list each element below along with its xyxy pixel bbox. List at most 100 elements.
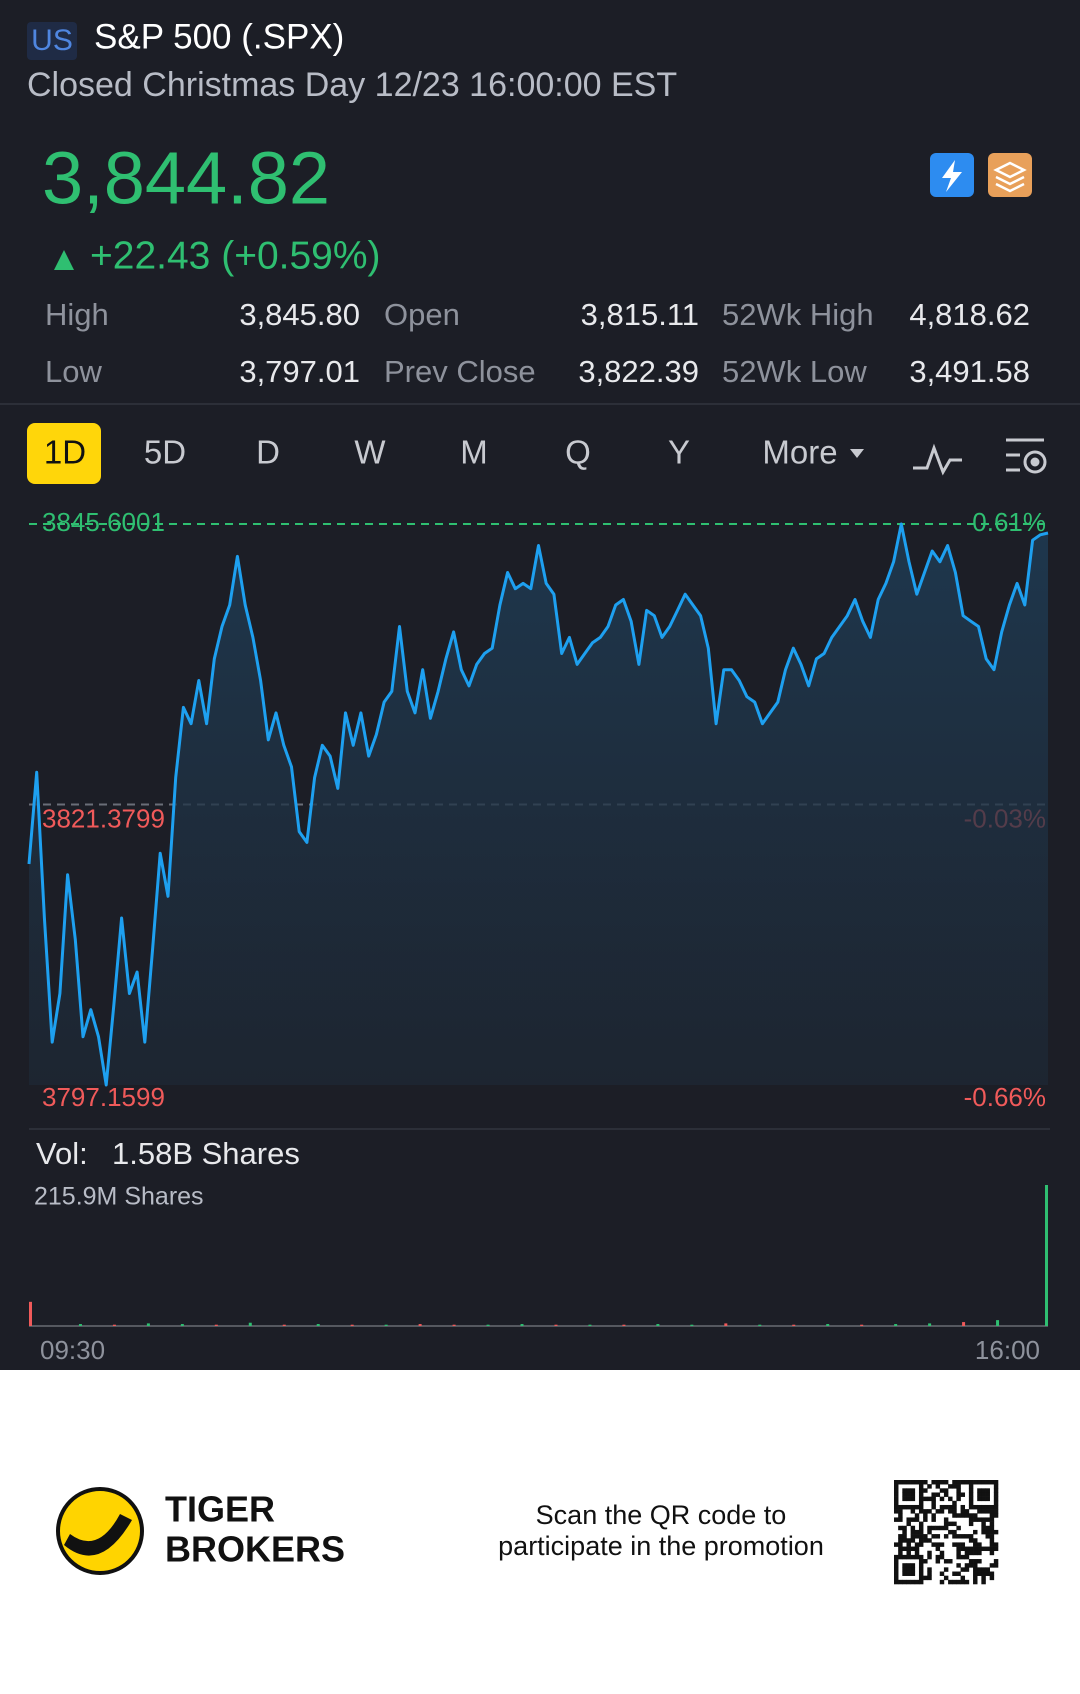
volume-bar xyxy=(656,1324,660,1326)
qr-cell xyxy=(931,1542,936,1547)
qr-cell xyxy=(973,1550,978,1556)
qr-cell xyxy=(923,1534,928,1539)
qr-cell xyxy=(977,1492,982,1497)
qr-cell xyxy=(894,1480,899,1485)
qr-cell xyxy=(894,1484,899,1489)
tab[interactable]: D xyxy=(256,434,280,471)
volume-bar xyxy=(248,1322,252,1326)
qr-cell xyxy=(968,1546,974,1552)
qr-cell xyxy=(910,1567,916,1572)
qr-cell xyxy=(939,1509,945,1514)
stat-value: 3,815.11 xyxy=(581,297,699,332)
tab[interactable]: 1D xyxy=(44,434,86,471)
icon-indicator[interactable] xyxy=(913,443,962,476)
qr-cell xyxy=(993,1509,999,1514)
qr-cell xyxy=(956,1554,961,1560)
qr-cell xyxy=(902,1571,907,1576)
qr-cell xyxy=(910,1534,916,1539)
qr-cell xyxy=(989,1571,995,1576)
qr-cell xyxy=(894,1567,899,1572)
qr-cell xyxy=(935,1554,941,1560)
qr-cell xyxy=(981,1529,986,1535)
qr-cell xyxy=(918,1559,924,1564)
qr-cell xyxy=(989,1504,995,1510)
qr-cell xyxy=(906,1496,911,1502)
qr-cell xyxy=(914,1517,920,1522)
promo: participate in the promotion xyxy=(498,1531,824,1561)
qr-cell xyxy=(894,1579,899,1585)
qr-cell xyxy=(935,1546,941,1552)
tab[interactable]: More xyxy=(762,434,837,471)
tab[interactable]: 5D xyxy=(144,434,186,471)
qr-cell xyxy=(918,1534,924,1539)
qr-cell xyxy=(918,1504,924,1510)
qr-cell xyxy=(910,1546,916,1552)
qr-cell xyxy=(968,1521,974,1527)
qr-cell xyxy=(948,1521,953,1527)
volume-bar xyxy=(962,1322,966,1326)
qr-cell xyxy=(894,1492,899,1497)
qr-cell xyxy=(968,1559,974,1564)
qr-cell xyxy=(973,1480,978,1485)
tab[interactable]: M xyxy=(460,434,488,471)
qr-cell xyxy=(914,1529,920,1535)
qr-cell xyxy=(981,1504,986,1510)
footer-background xyxy=(0,1370,1080,1694)
qr-cell xyxy=(968,1504,974,1510)
qr-cell xyxy=(910,1525,916,1531)
qr-code[interactable] xyxy=(894,1480,999,1585)
icon-settings[interactable] xyxy=(1006,438,1047,474)
qr-cell xyxy=(989,1575,995,1581)
qr-cell xyxy=(948,1529,953,1535)
tab[interactable]: W xyxy=(354,434,386,471)
qr-cell xyxy=(939,1579,945,1585)
qr-cell xyxy=(989,1521,995,1527)
qr-cell xyxy=(910,1563,916,1568)
qr-cell xyxy=(985,1488,990,1493)
qr-cell xyxy=(906,1521,911,1527)
volume-bar xyxy=(894,1324,898,1326)
qr-cell xyxy=(968,1550,974,1556)
qr-cell xyxy=(964,1579,970,1585)
qr-cell xyxy=(993,1542,999,1547)
qr-cell xyxy=(902,1496,907,1502)
qr-cell xyxy=(981,1496,986,1502)
stat-label: High xyxy=(45,297,109,332)
qr-cell xyxy=(968,1534,974,1539)
qr-cell xyxy=(960,1542,966,1547)
qr-cell xyxy=(985,1567,990,1572)
qr-cell xyxy=(918,1525,924,1531)
qr-cell xyxy=(989,1538,995,1543)
qr-cell xyxy=(952,1529,957,1535)
qr-cell xyxy=(977,1517,982,1522)
up-arrow xyxy=(54,250,74,270)
qr-cell xyxy=(927,1509,932,1514)
qr-cell xyxy=(960,1575,966,1581)
qr-cell xyxy=(931,1500,936,1506)
qr-cell xyxy=(914,1579,920,1585)
tab[interactable]: Y xyxy=(668,434,690,471)
qr-cell xyxy=(935,1509,941,1514)
qr-cell xyxy=(985,1534,990,1539)
qr-cell xyxy=(985,1480,990,1485)
qr-cell xyxy=(939,1488,945,1493)
stat-value: 3,845.80 xyxy=(239,297,360,332)
qr-cell xyxy=(914,1546,920,1552)
qr-cell xyxy=(952,1579,957,1585)
qr-cell xyxy=(898,1513,903,1518)
qr-cell xyxy=(981,1509,986,1514)
qr-cell xyxy=(910,1517,916,1522)
tab[interactable]: Q xyxy=(565,434,591,471)
qr-cell xyxy=(939,1571,945,1576)
qr-cell xyxy=(931,1492,936,1497)
qr-cell xyxy=(935,1534,941,1539)
qr-cell xyxy=(918,1488,924,1493)
qr-cell xyxy=(914,1504,920,1510)
qr-cell xyxy=(935,1480,941,1485)
qr-cell xyxy=(939,1480,945,1485)
volume-bar xyxy=(690,1324,694,1326)
qr-cell xyxy=(927,1554,932,1560)
volume-bar xyxy=(1045,1185,1048,1326)
qr-cell xyxy=(993,1504,999,1510)
qr-cell xyxy=(918,1492,924,1497)
